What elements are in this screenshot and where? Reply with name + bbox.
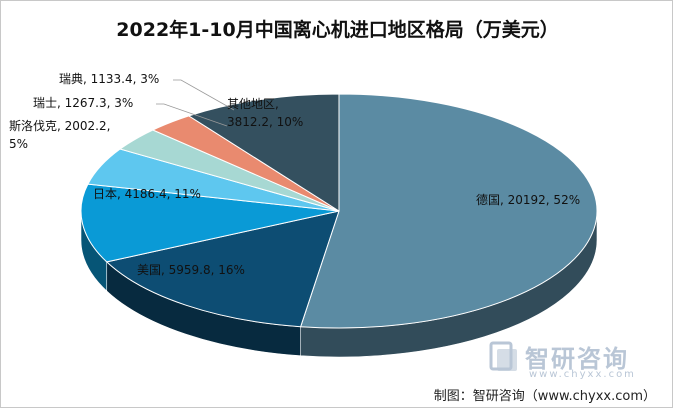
watermark-brand: 智研咨询 <box>525 345 629 373</box>
slice-1-data-label: 德国, 20192, 52% <box>476 192 580 207</box>
slice-6-data-label: 瑞典, 1133.4, 3% <box>59 72 159 86</box>
watermark-url: www.chyxx.com <box>529 369 636 380</box>
slice-1-top <box>299 93 598 329</box>
slice-5-leader-line <box>156 103 228 127</box>
brand-logo-icon <box>489 341 517 371</box>
source-note: 制图：智研咨询（www.chyxx.com） <box>433 389 656 404</box>
slice-5-data-label: 瑞士, 1267.3, 3% <box>33 96 133 110</box>
slice-2-data-label: 美国, 5959.8, 16% <box>137 263 245 277</box>
slice-3-data-label: 日本, 4186.4, 11% <box>93 187 201 201</box>
slice-6-leader-line <box>173 79 235 111</box>
slice-4-data-label: 斯洛伐克, 2002.2, 5% <box>9 118 110 151</box>
slice-3-top <box>80 183 340 263</box>
watermark: 智研咨询 www.chyxx.com <box>489 339 669 381</box>
slice-7-data-label: 其他地区, 3812.2, 10% <box>227 97 303 129</box>
slice-7-top <box>187 93 340 212</box>
slice-2-top <box>105 210 340 328</box>
chart-title: 2022年1-10月中国离心机进口地区格局（万美元） <box>116 19 559 41</box>
